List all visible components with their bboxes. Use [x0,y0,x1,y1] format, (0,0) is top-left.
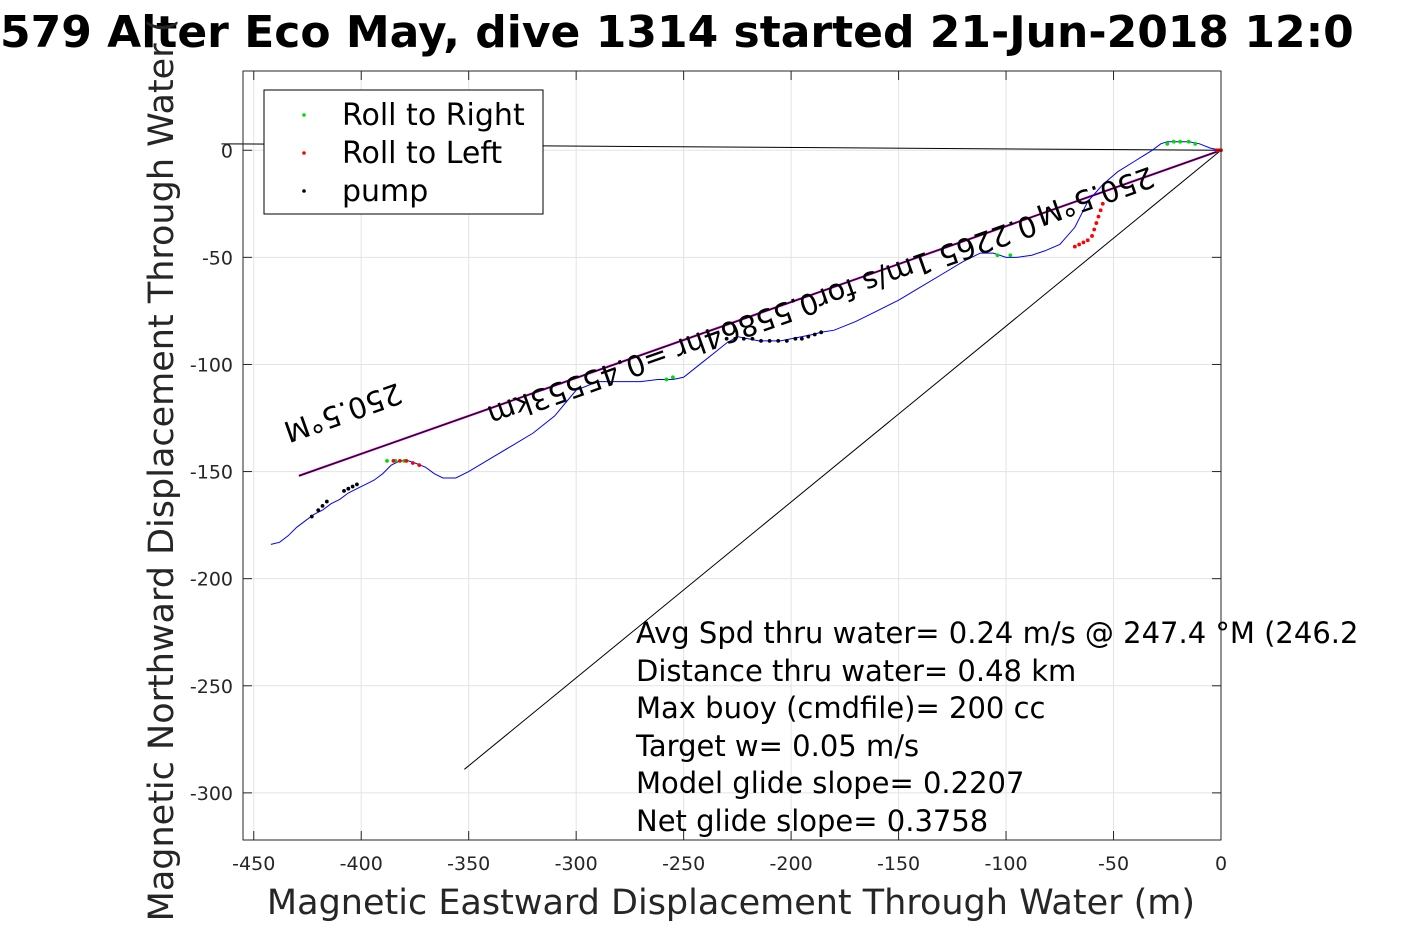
point-pump [812,332,817,337]
x-axis-label: Magnetic Eastward Displacement Through W… [267,883,1195,923]
point-roll-to-right [995,253,1000,258]
annotation-distance: Distance thru water= 0.48 km [636,654,1076,688]
point-pump [309,514,314,519]
point-roll-to-left [391,458,396,463]
y-tick-label: -300 [190,783,233,805]
legend-box [263,89,544,215]
point-pump [750,336,755,341]
x-tick-label: -200 [770,853,813,875]
y-axis-label: Magnetic Northward Displacement Through … [142,19,182,922]
x-tick-label: -250 [662,853,705,875]
x-tick-label: -50 [1098,853,1129,875]
grid [243,71,1222,840]
point-roll-to-left [410,461,415,465]
points [309,139,1223,519]
point-roll-to-right [1186,139,1191,144]
point-pump [733,336,738,341]
axis-ticks [243,71,1222,840]
x-tick-labels: -450 -400 -350 -300 -250 -200 -150 -100 -50 0 [232,853,1227,875]
point-roll-to-right [1193,141,1198,146]
point-roll-to-left [417,463,422,468]
annotation-avg-speed: Avg Spd thru water= 0.24 m/s @ 247.4 °M … [636,616,1358,650]
point-pump [806,334,811,339]
point-roll-to-right [385,458,389,463]
y-tick-label: -150 [190,462,233,484]
legend-label-roll-right: Roll to Right [342,98,525,133]
point-pump [784,338,789,343]
chart-title: 579 Alter Eco May, dive 1314 started 21-… [0,7,1354,58]
point-roll-to-left [1094,221,1099,225]
legend-label-pump: pump [342,174,428,209]
y-tick-labels: 0 -50 -100 -150 -200 -250 -300 [190,140,233,805]
point-roll-to-left [1098,208,1103,213]
point-roll-to-left [1100,201,1105,206]
point-pump [324,499,329,504]
point-roll-to-left [1090,234,1094,238]
point-pump [741,336,746,341]
point-pump [346,486,351,491]
legend: Roll to Right Roll to Left pump [263,89,544,215]
annotation-net-glide-slope: Net glide slope= 0.3758 [636,804,988,838]
point-roll-to-left [1077,242,1082,247]
legend-marker-roll-left [302,151,306,155]
legend-marker-pump [302,189,306,193]
point-pump [320,503,325,508]
point-pump [316,508,321,513]
x-tick-label: -400 [340,853,383,875]
point-pump [355,482,359,487]
point-roll-to-right [1165,141,1170,146]
x-tick-label: -100 [984,853,1027,875]
y-tick-label: -250 [190,676,233,698]
x-tick-label: -300 [555,853,598,875]
point-roll-to-left [404,458,409,463]
x-tick-label: 0 [1215,853,1227,875]
dive-track-line [270,141,1222,545]
point-roll-to-right [664,377,669,382]
point-pump [776,338,781,343]
point-roll-to-left [1085,238,1090,243]
annotation-max-buoy: Max buoy (cmdfile)= 200 cc [636,691,1045,725]
point-pump [342,488,346,493]
reference-line [464,149,1222,770]
x-tick-label: -350 [447,853,490,875]
point-roll-to-left [1072,244,1077,249]
annotation-model-glide-slope: Model glide slope= 0.2207 [636,766,1024,800]
point-pump [793,336,798,341]
point-pump [819,330,824,335]
point-roll-to-right [1178,139,1183,144]
reference-line [298,149,1222,477]
annotations: Avg Spd thru water= 0.24 m/s @ 247.4 °M … [635,616,1358,838]
x-tick-label: -450 [232,853,275,875]
y-tick-label: -100 [190,354,233,376]
point-pump [799,336,804,341]
legend-label-roll-left: Roll to Left [342,136,502,171]
y-tick-label: 0 [221,140,233,162]
point-roll-to-left [1092,227,1097,232]
point-pump [350,484,355,489]
x-tick-label: -150 [877,853,920,875]
track [270,141,1222,545]
y-tick-label: -50 [202,247,233,269]
point-roll-to-right [1008,253,1013,258]
annotation-target-w: Target w= 0.05 m/s [635,729,919,763]
point-roll-to-left [398,458,402,463]
point-roll-to-right [1171,139,1176,144]
point-pump [759,338,763,343]
y-tick-label: -200 [190,569,233,591]
point-roll-to-left [1096,214,1101,219]
point-roll-to-left [1081,240,1086,245]
point-roll-to-right [670,375,675,380]
point-pump [767,338,772,343]
plot-frame [242,70,1222,841]
point-pump [724,336,729,341]
legend-marker-roll-right [302,113,306,117]
